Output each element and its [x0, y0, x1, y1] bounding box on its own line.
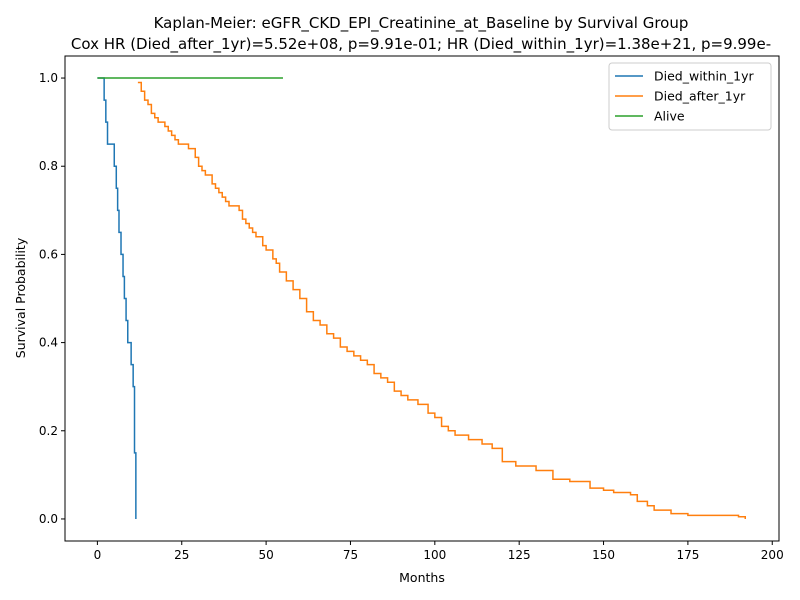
- x-axis: 0 25 50 75 100 125 150 175 200: [94, 541, 784, 562]
- x-tick-label: 50: [258, 548, 273, 562]
- x-tick-label: 75: [343, 548, 358, 562]
- plot-area: [64, 55, 780, 542]
- series-layer: [97, 77, 747, 519]
- legend-label: Died_within_1yr: [654, 69, 754, 84]
- legend-label: Alive: [654, 109, 685, 124]
- x-tick-label: 200: [761, 548, 784, 562]
- x-tick-label: 100: [423, 548, 446, 562]
- y-tick-label: 0.4: [39, 336, 58, 350]
- y-tick-label: 0.6: [39, 247, 58, 261]
- y-axis-label: Survival Probability: [13, 237, 28, 358]
- x-tick-label: 25: [174, 548, 189, 562]
- x-tick-label: 0: [94, 548, 102, 562]
- x-tick-label: 125: [508, 548, 531, 562]
- legend: Died_within_1yr Died_after_1yr Alive: [608, 62, 772, 131]
- legend-label: Died_after_1yr: [654, 89, 746, 104]
- y-tick-label: 1.0: [39, 71, 58, 85]
- chart-title: Kaplan-Meier: eGFR_CKD_EPI_Creatinine_at…: [154, 14, 689, 33]
- x-tick-label: 150: [592, 548, 615, 562]
- chart-subtitle: Cox HR (Died_after_1yr)=5.52e+08, p=9.91…: [71, 35, 771, 54]
- series-line-1: [137, 81, 747, 519]
- series-line-0: [97, 77, 137, 519]
- y-tick-label: 0.0: [39, 512, 58, 526]
- legend-box: [608, 62, 772, 131]
- y-tick-label: 0.2: [39, 424, 58, 438]
- y-axis: 0.0 0.2 0.4 0.6 0.8 1.0: [39, 71, 65, 526]
- y-tick-label: 0.8: [39, 159, 58, 173]
- x-tick-label: 175: [676, 548, 699, 562]
- x-axis-label: Months: [399, 570, 445, 585]
